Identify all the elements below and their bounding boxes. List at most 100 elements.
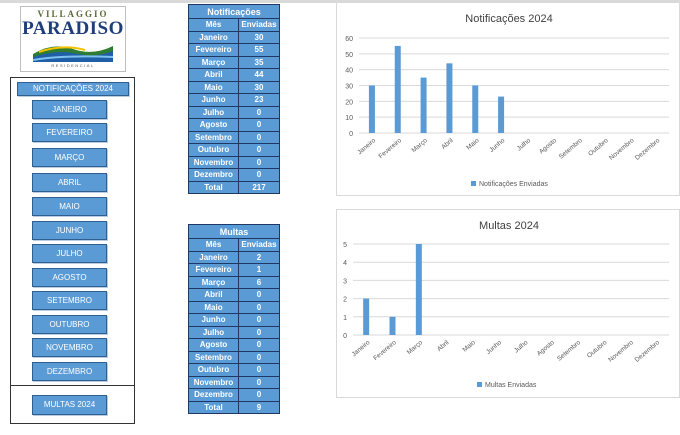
table-row: Novembro 0 [188,155,280,169]
table-row: Dezembro 0 [188,388,280,402]
notificacoes-table-title: Notificações [188,4,280,19]
table-row: Setembro 0 [188,350,280,364]
value-cell: 0 [238,288,280,302]
legend-swatch [477,382,482,387]
nav-button-abril[interactable]: ABRIL [32,173,107,192]
notificacoes-2024-button[interactable]: NOTIFICAÇÕES 2024 [17,82,129,96]
month-cell: Abril [188,68,239,82]
value-cell: 0 [238,155,280,169]
navigation-divider [10,385,135,386]
y-tick-label: 30 [345,84,353,91]
table-row: Janeiro 30 [188,30,280,44]
multas-chart[interactable]: Multas 2024 0 1 2 3 4 5 Janeiro Fevereiro Março Ab… [336,209,680,398]
value-cell: 1 [238,263,280,277]
y-tick-label: 50 [345,52,353,59]
nav-button-agosto[interactable]: AGOSTO [32,268,107,287]
x-tick-label: Maio [461,339,477,354]
y-tick-label: 3 [343,278,347,285]
x-tick-label: Fevereiro [372,339,398,362]
month-cell: Dezembro [188,388,239,402]
table-row: Julho 0 [188,325,280,339]
chart-title: Multas 2024 [479,220,539,232]
x-tick-label: Fevereiro [377,137,403,160]
table-row: Fevereiro 1 [188,263,280,277]
value-cell: 30 [238,80,280,94]
nav-button-maio[interactable]: MAIO [32,197,107,216]
x-tick-label: Março [406,339,425,356]
bar [394,45,401,133]
table-row: Abril 0 [188,288,280,302]
nav-button-junho[interactable]: JUNHO [32,221,107,240]
month-cell: Novembro [188,375,239,389]
villaggio-paradiso-logo: VILLAGGIO PARADISO RESIDENCIAL [20,6,126,72]
bar [389,316,396,335]
value-cell: 0 [238,325,280,339]
value-cell: 0 [238,118,280,132]
value-cell: 0 [238,105,280,119]
column-header-sent: Enviadas [238,18,280,32]
logo-main-text: PARADISO [22,18,124,39]
x-tick-label: Dezembro [634,339,662,364]
table-row: Outubro 0 [188,363,280,377]
multas-table-title: Multas [188,224,280,239]
nav-button-janeiro[interactable]: JANEIRO [32,100,107,119]
y-tick-label: 40 [345,68,353,75]
nav-button-julho[interactable]: JULHO [32,244,107,263]
notificacoes-table-body: Janeiro 30 Fevereiro 55 Março 35 Abril 44 Maio 30… [188,30,280,182]
y-tick-label: 4 [343,260,347,267]
nav-button-fevereiro[interactable]: FEVEREIRO [32,123,107,142]
table-row: Novembro 0 [188,375,280,389]
table-row: Maio 0 [188,300,280,314]
notificacoes-chart[interactable]: Notificações 2024 0 10 20 30 40 50 60 Janeiro Fev… [336,2,680,196]
value-cell: 2 [238,250,280,264]
total-label: Total [188,180,239,194]
bar [415,244,422,335]
x-tick-label: Novembro [608,137,636,162]
x-tick-label: Novembro [607,339,635,364]
table-row: Janeiro 2 [188,250,280,264]
x-tick-label: Agosto [538,137,558,156]
table-row: Março 35 [188,55,280,69]
total-label: Total [188,400,239,414]
month-cell: Fevereiro [188,263,239,277]
y-tick-label: 20 [345,99,353,106]
nav-button-marco[interactable]: MARÇO [32,148,107,167]
notificacoes-chart-svg: Notificações 2024 0 10 20 30 40 50 60 Janeiro Fev… [345,13,669,188]
y-tick-label: 2 [343,297,347,304]
month-cell: Setembro [188,130,239,144]
month-cell: Julho [188,325,239,339]
value-cell: 0 [238,143,280,157]
total-value: 9 [238,400,280,414]
x-tick-label: Abril [440,137,455,151]
month-cell: Novembro [188,155,239,169]
x-tick-label: Setembro [558,137,584,161]
y-tick-label: 10 [345,115,353,122]
month-cell: Janeiro [188,30,239,44]
x-tick-label: Janeiro [351,339,372,358]
x-tick-label: Dezembro [634,137,662,162]
table-row: Agosto 0 [188,118,280,132]
nav-button-dezembro[interactable]: DEZEMBRO [32,362,107,381]
nav-button-outubro[interactable]: OUTUBRO [32,315,107,334]
table-row: Maio 30 [188,80,280,94]
y-tick-label: 1 [343,315,347,322]
x-tick-label: Outubro [587,137,610,158]
month-cell: Junho [188,93,239,107]
month-cell: Maio [188,300,239,314]
column-header-month: Mês [188,238,239,252]
logo-top-text: VILLAGGIO [37,9,109,19]
x-tick-label: Julho [513,339,530,355]
value-cell: 55 [238,43,280,57]
x-tick-label: Agosto [536,339,556,358]
x-tick-label: Outubro [586,339,609,360]
table-row: Agosto 0 [188,338,280,352]
multas-2024-button[interactable]: MULTAS 2024 [32,395,107,415]
table-row: Março 6 [188,275,280,289]
nav-button-setembro[interactable]: SETEMBRO [32,291,107,310]
month-cell: Janeiro [188,250,239,264]
multas-table: Multas Mês Enviadas Janeiro 2 Fevereiro 1 Ma… [188,224,280,414]
legend-swatch [471,181,476,186]
table-row: Junho 23 [188,93,280,107]
nav-button-novembro[interactable]: NOVEMBRO [32,338,107,357]
